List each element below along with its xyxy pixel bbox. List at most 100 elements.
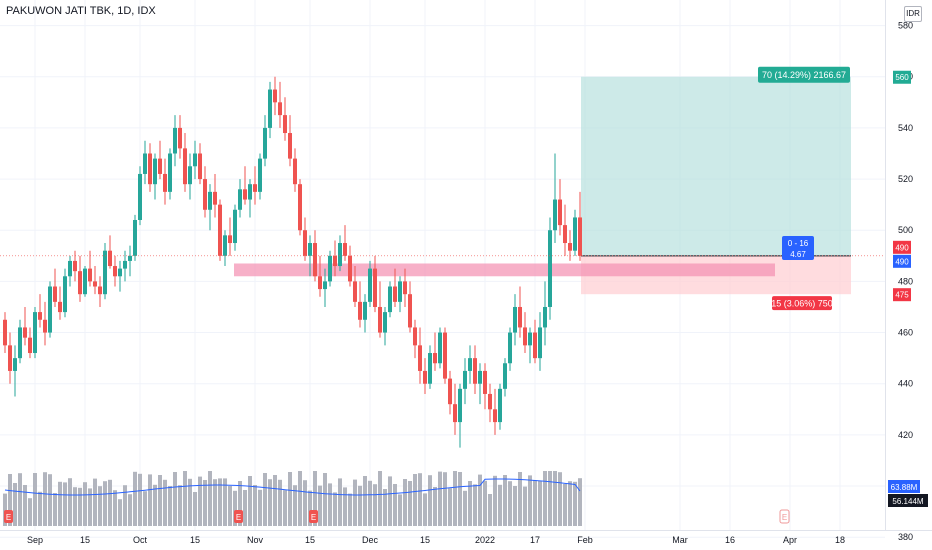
candle-body	[133, 220, 137, 256]
volume-bar	[558, 472, 562, 526]
volume-ma-line	[4, 478, 581, 496]
volume-bar	[308, 490, 312, 526]
volume-bar	[233, 490, 237, 526]
volume-bar	[428, 475, 432, 526]
volume-bar	[268, 479, 272, 526]
candle-body	[178, 127, 182, 149]
volume-bar	[543, 471, 547, 526]
volume-bar	[363, 476, 367, 526]
volume-bar	[463, 490, 467, 526]
candle-body	[208, 191, 212, 210]
volume-bar	[213, 479, 217, 526]
volume-bar	[98, 486, 102, 526]
volume-bar	[23, 485, 27, 526]
volume-bar	[323, 473, 327, 526]
candle-body	[288, 133, 292, 159]
volume-bar	[388, 476, 392, 526]
x-tick-label: Feb	[577, 535, 593, 545]
y-tick-label: 440	[898, 379, 913, 389]
volume-bar	[223, 478, 227, 526]
volume-bar	[368, 480, 372, 526]
earnings-marker-label: E	[311, 513, 316, 522]
candle-body	[553, 199, 557, 231]
candle-body	[113, 266, 117, 277]
chart-title: PAKUWON JATI TBK, 1D, IDX	[6, 5, 156, 17]
candle-body	[438, 332, 442, 364]
volume-bar	[383, 489, 387, 526]
volume-bar	[343, 487, 347, 526]
candle-body	[448, 378, 452, 405]
candle-body	[418, 345, 422, 371]
candle-body	[143, 153, 147, 174]
volume-bar	[48, 474, 52, 526]
y-tick-label: 420	[898, 430, 913, 440]
currency-badge[interactable]: IDR	[904, 6, 922, 22]
volume-bar	[313, 471, 317, 526]
candle-body	[543, 306, 547, 328]
candle-body	[88, 268, 92, 282]
earnings-marker	[309, 510, 318, 523]
volume-bar	[18, 473, 22, 526]
y-tick-label: 460	[898, 328, 913, 338]
volume-bar	[423, 493, 427, 526]
stop-label-bg	[772, 296, 832, 311]
target-zone	[581, 76, 851, 256]
target-label-bg	[758, 66, 850, 83]
volume-bar	[33, 473, 37, 526]
candle-body	[118, 268, 122, 277]
candle-body	[193, 153, 197, 167]
price-tag-bg	[893, 288, 911, 302]
candle-body	[33, 312, 37, 354]
volume-bar	[218, 478, 222, 526]
candle-body	[578, 217, 582, 256]
volume-bar	[443, 472, 447, 526]
price-tag-bg	[893, 254, 911, 268]
x-tick-label: Oct	[133, 535, 148, 545]
candle-body	[498, 388, 502, 423]
volume-bar	[238, 481, 242, 526]
candle-body	[573, 217, 577, 251]
candle-body	[388, 286, 392, 313]
volume-tag: 56.144M	[892, 497, 923, 506]
candle-body	[3, 319, 7, 346]
volume-bar	[138, 473, 142, 526]
volume-bar	[153, 484, 157, 526]
volume-bar	[203, 480, 207, 526]
volume-bar	[248, 476, 252, 526]
candle-body	[198, 153, 202, 180]
volume-bar	[63, 482, 67, 526]
volume-bar	[58, 481, 62, 526]
volume-bar	[183, 471, 187, 526]
earnings-marker-future	[779, 509, 790, 524]
volume-bar	[283, 490, 287, 526]
volume-bar	[108, 479, 112, 526]
candle-body	[203, 179, 207, 210]
earnings-marker-future-label: E	[782, 513, 787, 522]
volume-bar	[508, 481, 512, 526]
candle-body	[293, 158, 297, 185]
candle-body	[313, 243, 317, 277]
volume-bar	[28, 498, 32, 526]
candle-body	[138, 173, 142, 220]
volume-bar	[448, 488, 452, 526]
volume-bar	[253, 485, 257, 526]
earnings-marker-label: E	[236, 513, 241, 522]
volume-bar	[433, 487, 437, 526]
x-tick-label: 15	[190, 535, 200, 545]
volume-bar	[513, 486, 517, 526]
candle-body	[263, 127, 267, 159]
x-tick-label: 15	[80, 535, 90, 545]
volume-bar	[458, 472, 462, 526]
volume-bar	[298, 471, 302, 526]
volume-bar	[483, 480, 487, 526]
x-tick-label: Mar	[672, 535, 688, 545]
volume-bar	[408, 481, 412, 526]
candle-body	[123, 260, 127, 269]
candle-body	[338, 243, 342, 267]
candle-body	[18, 327, 22, 359]
volume-bar	[493, 475, 497, 526]
volume-bar	[453, 471, 457, 526]
candle-body	[308, 243, 312, 256]
candle-body	[408, 294, 412, 328]
